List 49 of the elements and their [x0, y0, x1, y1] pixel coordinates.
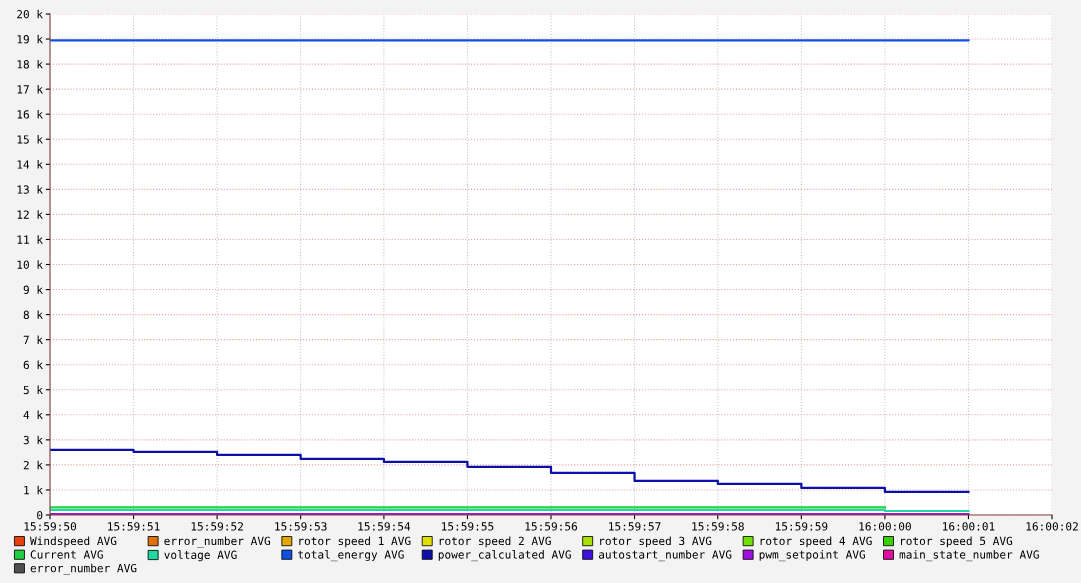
y-tick-label: 6 k: [23, 360, 43, 370]
y-tick-label: 1 k: [24, 485, 43, 495]
legend-label: power_calculated AVG: [438, 550, 571, 562]
x-tick-label: 15:59:54: [358, 522, 411, 531]
legend-label: voltage AVG: [164, 550, 237, 562]
y-tick-label: 15 k: [17, 135, 43, 144]
x-tick-label: 15:59:57: [609, 522, 661, 531]
x-tick-label: 15:59:53: [275, 522, 327, 531]
y-tick-label: 14 k: [17, 160, 43, 169]
legend-label: rotor speed 5 AVG: [901, 536, 1013, 548]
x-tick-label: 16:00:02: [1026, 522, 1078, 531]
y-tick-label: 17 k: [17, 84, 43, 94]
y-tick-label: 5 k: [23, 385, 43, 395]
legend-label: autostart_number AVG: [598, 550, 732, 562]
y-tick-label: 20 k: [17, 9, 43, 19]
legend-label: error_number AVG: [164, 536, 271, 548]
y-tick-label: 12 k: [17, 210, 43, 219]
y-tick-label: 0: [37, 511, 43, 520]
y-tick-label: 8 k: [23, 310, 43, 320]
legend-label: pwm_setpoint AVG: [759, 550, 866, 562]
y-tick-label: 16 k: [17, 110, 43, 119]
y-tick-label: 9 k: [23, 285, 43, 294]
y-tick-label: 4 k: [23, 410, 43, 420]
legend-label: total_energy AVG: [298, 550, 404, 562]
legend-label: rotor speed 4 AVG: [760, 536, 872, 548]
y-tick-label: 18 k: [17, 59, 43, 69]
y-tick-label: 13 k: [17, 185, 43, 194]
x-tick-label: 15:59:56: [525, 522, 578, 531]
legend-label: Current AVG: [30, 550, 103, 559]
legend-label: rotor speed 3 AVG: [600, 536, 712, 548]
y-tick-label: 7 k: [23, 335, 43, 344]
legend-label: main_state_number AVG: [899, 550, 1039, 562]
y-tick-label: 3 k: [23, 435, 43, 445]
x-tick-label: 15:59:58: [692, 522, 744, 531]
x-tick-label: 15:59:52: [191, 522, 243, 531]
x-tick-label: 16:00:01: [943, 522, 995, 531]
y-tick-label: 19 k: [17, 34, 43, 44]
y-tick-label: 11 k: [17, 235, 43, 244]
legend-label: rotor speed 2 AVG: [439, 536, 551, 548]
legend-label: error_number AVG: [30, 563, 137, 575]
legend-label: Windspeed AVG: [30, 536, 117, 548]
x-tick-label: 16:00:00: [859, 522, 911, 531]
x-tick-label: 15:59:59: [775, 522, 828, 531]
legend-label: rotor speed 1 AVG: [299, 536, 411, 548]
y-tick-label: 10 k: [17, 260, 43, 269]
x-tick-label: 15:59:50: [24, 522, 77, 531]
x-tick-label: 15:59:55: [442, 522, 494, 531]
x-tick-label: 15:59:51: [108, 522, 160, 531]
y-tick-label: 2 k: [23, 460, 43, 470]
